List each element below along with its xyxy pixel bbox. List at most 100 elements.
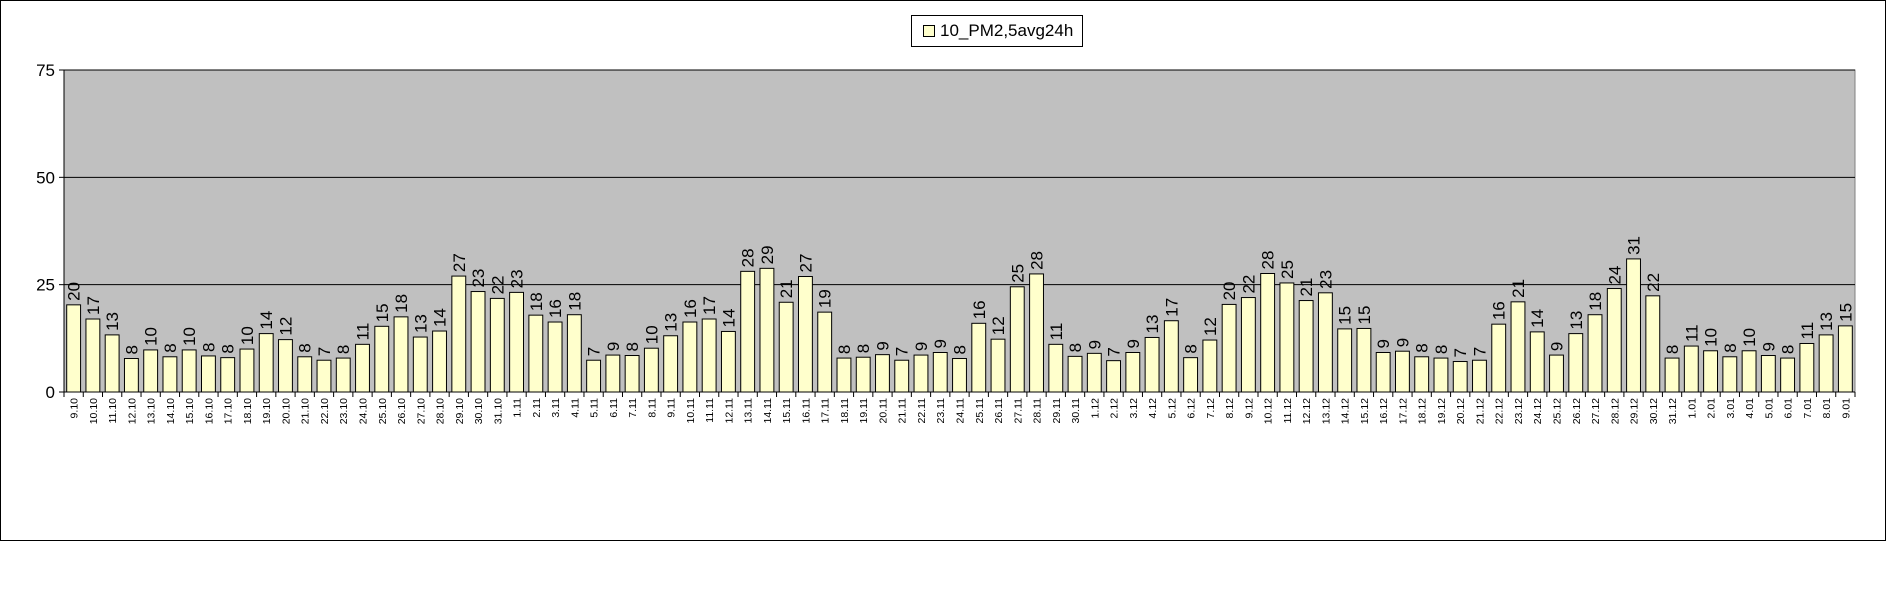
x-tick-label: 22.12: [1494, 398, 1506, 424]
bar: [1510, 301, 1526, 393]
data-label: 9: [1548, 342, 1567, 351]
data-label: 23: [469, 269, 488, 288]
bar: [1472, 359, 1487, 393]
x-tick-label: 24.10: [358, 398, 370, 424]
data-label: 27: [796, 254, 815, 273]
bar: [720, 330, 736, 393]
data-label: 11: [1798, 322, 1817, 340]
x-tick-label: 24.12: [1532, 398, 1544, 424]
data-label: 18: [565, 292, 584, 311]
bar: [547, 321, 563, 393]
bar: [817, 311, 833, 393]
x-tick-label: 14.12: [1340, 398, 1352, 424]
x-tick-label: 1.11: [512, 398, 524, 418]
data-label: 18: [392, 294, 411, 313]
x-tick-label: 29.11: [1051, 398, 1063, 424]
bar: [586, 359, 602, 393]
data-label: 8: [835, 345, 854, 354]
data-label: 11: [354, 323, 373, 341]
bar: [1086, 352, 1102, 393]
x-tick-label: 25.11: [974, 398, 986, 424]
y-tick-label: 25: [36, 276, 55, 295]
x-tick-label: 8.12: [1224, 398, 1236, 419]
data-label: 7: [1470, 347, 1489, 356]
x-tick-label: 10.12: [1263, 398, 1275, 424]
bar: [104, 334, 120, 393]
bar: [663, 335, 679, 393]
x-tick-label: 23.11: [935, 398, 947, 424]
bar: [1433, 357, 1449, 393]
bar: [643, 347, 659, 393]
bar: [1529, 331, 1545, 393]
x-tick-label: 19.12: [1436, 398, 1448, 424]
bar: [1240, 297, 1256, 393]
data-label: 10: [142, 327, 161, 346]
data-label: 13: [662, 313, 681, 332]
x-tick-label: 13.10: [146, 398, 158, 424]
data-label: 9: [604, 342, 623, 351]
data-label: 10: [642, 325, 661, 344]
x-tick-label: 27.10: [415, 398, 427, 424]
bar: [1163, 320, 1179, 393]
bar: [798, 276, 813, 393]
x-tick-label: 29.10: [454, 398, 466, 424]
x-tick-label: 20.10: [280, 398, 292, 424]
x-tick-label: 6.12: [1186, 398, 1198, 419]
bar: [1664, 357, 1680, 393]
x-tick-label: 18.11: [839, 398, 851, 424]
data-label: 8: [623, 342, 642, 351]
data-label: 8: [1182, 344, 1201, 353]
data-label: 24: [1605, 266, 1624, 285]
x-tick-label: 2.12: [1109, 398, 1121, 419]
x-tick-label: 25.10: [377, 398, 389, 424]
x-tick-label: 11.11: [704, 398, 716, 423]
bar: [1645, 295, 1661, 393]
x-tick-label: 18.10: [242, 398, 254, 424]
x-tick-label: 16.11: [800, 398, 812, 424]
x-tick-label: 21.12: [1474, 398, 1486, 424]
data-label: 25: [1008, 264, 1027, 283]
data-label: 14: [257, 311, 276, 330]
x-tick-label: 31.10: [492, 398, 504, 424]
bar: [201, 355, 216, 393]
bar: [875, 354, 890, 393]
x-tick-label: 22.11: [916, 398, 928, 424]
data-label: 20: [1220, 281, 1239, 300]
bar: [1183, 357, 1199, 393]
bar: [1491, 323, 1507, 393]
data-label: 25: [1278, 260, 1297, 279]
bar: [220, 357, 236, 393]
x-tick-label: 12.11: [723, 398, 735, 424]
x-tick-label: 11.12: [1282, 398, 1294, 424]
bar: [66, 304, 82, 393]
bar: [1587, 314, 1603, 393]
data-label: 10: [238, 326, 257, 345]
data-label: 9: [1759, 342, 1778, 351]
data-label: 12: [276, 317, 295, 336]
data-label: 7: [585, 347, 604, 356]
data-label: 21: [777, 279, 796, 298]
data-label: 21: [1297, 278, 1316, 297]
data-label: 10: [1702, 328, 1721, 347]
legend: 10_PM2,5avg24h: [911, 15, 1084, 47]
bar: [489, 297, 505, 393]
data-label: 13: [1817, 312, 1836, 331]
data-label: 21: [1509, 279, 1528, 298]
bar: [1106, 360, 1122, 393]
x-tick-label: 12.12: [1301, 398, 1313, 424]
bar: [605, 354, 621, 393]
data-label: 8: [122, 345, 141, 354]
data-label: 9: [1124, 339, 1143, 348]
x-tick-label: 20.11: [877, 398, 889, 424]
bar: [624, 355, 640, 393]
x-tick-label: 23.12: [1513, 398, 1525, 424]
x-tick-label: 8.01: [1821, 398, 1833, 419]
x-tick-label: 12.10: [126, 398, 138, 424]
bar: [1549, 354, 1564, 393]
x-tick-label: 6.11: [608, 398, 620, 418]
bar: [1279, 282, 1295, 393]
data-label: 8: [1413, 343, 1432, 352]
data-label: 16: [546, 299, 565, 318]
bar: [1818, 334, 1834, 393]
x-tick-label: 26.11: [993, 398, 1005, 424]
